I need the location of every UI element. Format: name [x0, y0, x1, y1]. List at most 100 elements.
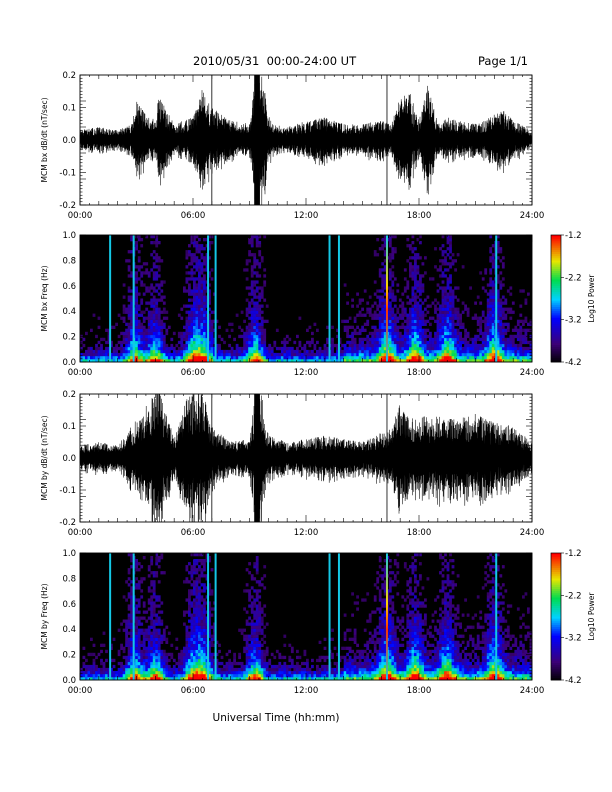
spectrogram-cell	[115, 674, 118, 678]
spectrogram-cell	[95, 674, 98, 678]
spectrogram-cell	[253, 235, 257, 239]
spectrogram-cell	[245, 652, 249, 657]
spectrogram-cell	[135, 356, 138, 360]
spectrogram-cell	[441, 292, 445, 296]
spectrogram-cell	[285, 340, 289, 345]
spectrogram-cell	[125, 625, 128, 629]
spectrogram-cell	[436, 356, 440, 360]
spectrogram-cell	[441, 295, 445, 299]
spectrogram-cell	[250, 577, 254, 581]
spectrogram-cell	[275, 677, 279, 681]
spectrogram-cell	[130, 238, 133, 242]
spectrogram-cell	[519, 304, 523, 308]
spectrogram-cell	[213, 667, 216, 672]
spectrogram-cell	[198, 359, 201, 363]
spectrogram-cell	[245, 337, 249, 342]
spectrogram-cell	[130, 559, 133, 563]
spectrogram-cell	[449, 310, 452, 314]
spectrogram-cell	[200, 352, 204, 357]
spectrogram-cell	[188, 664, 191, 669]
spectrogram-cell	[248, 286, 251, 290]
spectrogram-cell	[193, 677, 196, 681]
spectrogram-cell	[496, 247, 500, 251]
spectrogram-cell	[401, 343, 405, 348]
spectrogram-cell	[396, 337, 400, 342]
spectrogram-cell	[157, 319, 161, 323]
spectrogram-cell	[183, 359, 186, 363]
spectrogram-cell	[155, 658, 159, 663]
spectrogram-cell	[255, 559, 259, 563]
spectrogram-cell	[260, 325, 264, 329]
spectrogram-cell	[203, 262, 206, 266]
spectrogram-cell	[444, 343, 447, 348]
spectrogram-cell	[253, 253, 257, 257]
spectrogram-cell	[449, 238, 452, 242]
spectrogram-cell	[371, 316, 375, 320]
spectrogram-cell	[323, 356, 327, 360]
spectrogram-cell	[155, 559, 159, 563]
spectrogram-cell	[160, 325, 164, 329]
spectrogram-cell	[496, 241, 500, 245]
spectrogram-cell	[195, 328, 199, 332]
spectrogram-cell	[378, 301, 382, 305]
spectrogram-cell	[461, 265, 465, 269]
spectrogram-cell	[210, 625, 214, 629]
spectrogram-cell	[491, 313, 495, 317]
spectrogram-cell	[484, 343, 488, 348]
colorbar-tick-label: -4.2	[565, 358, 582, 368]
spectrogram-cell	[95, 655, 98, 660]
spectrogram-cell	[193, 238, 196, 242]
spectrogram-cell	[213, 670, 216, 675]
spectrogram-cell	[263, 274, 267, 278]
spectrogram-cell	[142, 356, 146, 360]
spectrogram-cell	[250, 268, 254, 272]
spectrogram-cell	[140, 298, 144, 302]
spectrogram-cell	[208, 283, 211, 287]
spectrogram-cell	[213, 628, 216, 632]
spectrogram-cell	[165, 640, 169, 644]
signal-trace	[79, 393, 533, 523]
spectrogram-cell	[436, 328, 440, 332]
spectrogram-cell	[180, 356, 184, 360]
spectrogram-cell	[205, 631, 209, 635]
spectrogram-cell	[122, 307, 126, 311]
spectrogram-cell	[434, 298, 437, 302]
spectrogram-cell	[409, 256, 412, 260]
spectrogram-cell	[296, 664, 299, 669]
spectrogram-cell	[210, 592, 214, 596]
spectrogram-cell	[122, 334, 126, 339]
spectrogram-cell	[283, 677, 287, 681]
spectrogram-cell	[210, 634, 214, 638]
spectrogram-cell	[208, 583, 211, 587]
spectrogram-cell	[414, 277, 417, 281]
spectrogram-cell	[203, 574, 206, 578]
spectrogram-cell	[150, 643, 154, 647]
spectrogram-cell	[411, 334, 415, 339]
spectrogram-cell	[376, 352, 380, 357]
spectrogram-cell	[461, 359, 465, 363]
spectrogram-cell	[436, 325, 440, 329]
spectrogram-cell	[268, 661, 272, 666]
spectrogram-cell	[142, 359, 146, 363]
spectrogram-cell	[147, 274, 151, 278]
spectrogram-cell	[142, 331, 146, 336]
spectrogram-cell	[155, 628, 159, 632]
spectrogram-cell	[255, 658, 259, 663]
spectrogram-cell	[421, 313, 425, 317]
spectrogram-cell	[469, 349, 472, 354]
spectrogram-cell	[250, 356, 254, 360]
spectrogram-cell	[388, 346, 392, 351]
spectrogram-cell	[496, 346, 500, 351]
spectrogram-cell	[218, 346, 221, 351]
spectrogram-cell	[278, 664, 282, 669]
spectrogram-cell	[451, 359, 455, 363]
spectrogram-cell	[107, 337, 111, 342]
spectrogram-cell	[122, 304, 126, 308]
spectrogram-cell	[245, 346, 249, 351]
spectrogram-cell	[298, 316, 302, 320]
spectrogram-cell	[446, 343, 450, 348]
spectrogram-cell	[371, 349, 375, 354]
spectrogram-cell	[175, 343, 179, 348]
spectrogram-cell	[160, 346, 164, 351]
